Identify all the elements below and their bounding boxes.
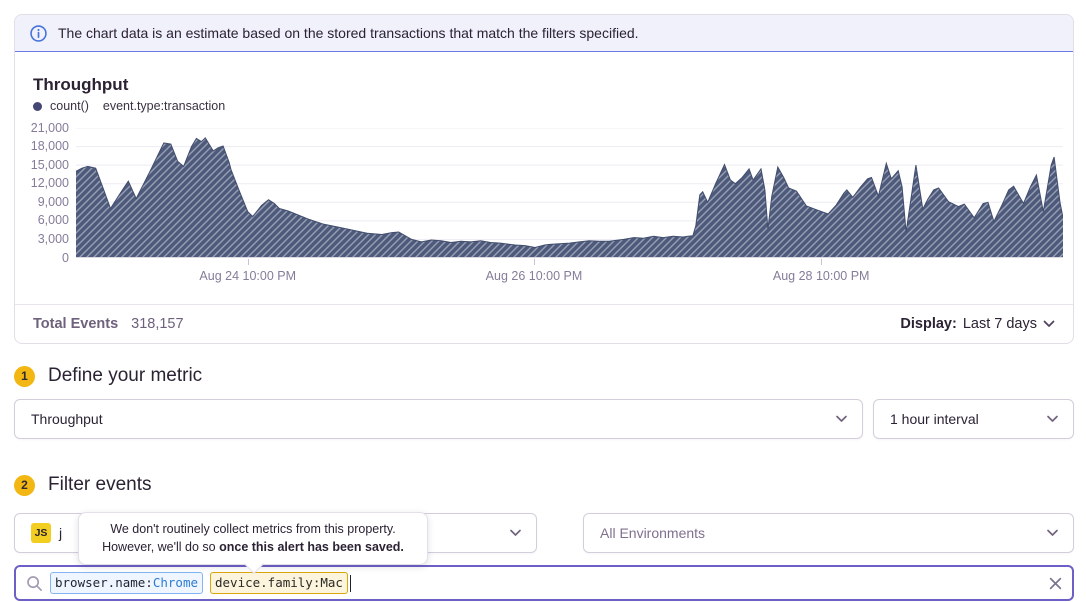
interval-select[interactable]: 1 hour interval	[873, 399, 1074, 439]
step1-title: Define your metric	[48, 365, 203, 386]
y-axis-tick-label: 6,000	[37, 213, 69, 228]
token-value: Mac	[320, 575, 343, 590]
environment-select-value: All Environments	[600, 525, 706, 541]
tooltip-line2-bold: once this alert has been saved.	[219, 540, 404, 555]
total-events: Total Events 318,157	[33, 316, 184, 332]
chevron-down-icon	[509, 529, 522, 537]
project-select-value: j	[59, 525, 63, 541]
y-axis-tick-label: 12,000	[30, 176, 69, 191]
tooltip-line2-prefix: However, we'll do so	[102, 540, 220, 555]
metric-collection-tooltip: We don't routinely collect metrics from …	[78, 512, 428, 566]
display-period-dropdown[interactable]: Display: Last 7 days	[900, 316, 1055, 332]
legend-series-label: count()	[50, 99, 89, 113]
chevron-down-icon	[1046, 415, 1059, 423]
display-label: Display:	[900, 316, 957, 332]
search-icon	[26, 575, 43, 592]
legend-series-dot	[33, 101, 42, 111]
y-axis-tick-label: 21,000	[30, 120, 69, 135]
chevron-down-icon	[1046, 529, 1059, 537]
chart-footer: Total Events 318,157 Display: Last 7 day…	[15, 304, 1073, 343]
legend-query-label: event.type:transaction	[102, 99, 226, 113]
step2-title: Filter events	[48, 474, 152, 495]
text-cursor	[349, 574, 352, 592]
y-axis-tick-label: 9,000	[37, 194, 69, 209]
estimate-info-banner: The chart data is an estimate based on t…	[15, 15, 1073, 52]
y-axis-tick-label: 3,000	[37, 231, 69, 246]
step2-header: 2 Filter events	[14, 474, 1074, 496]
y-axis-tick-label: 0	[62, 250, 69, 265]
info-icon	[30, 24, 47, 42]
y-axis-tick-label: 18,000	[30, 139, 69, 154]
total-events-label: Total Events	[33, 316, 119, 332]
chart-plot-row: 21,000 18,000 15,000 12,000 9,000 6,000 3,000 0…	[15, 121, 1073, 283]
token-value: Chrome	[152, 575, 198, 590]
step1-header: 1 Define your metric	[14, 365, 1074, 387]
display-value: Last 7 days	[962, 316, 1037, 332]
metric-row: Throughput 1 hour interval	[14, 399, 1074, 439]
x-axis-tick-label: Aug 26 10:00 PM	[485, 269, 583, 283]
y-axis-labels: 21,000 18,000 15,000 12,000 9,000 6,000 3,000 0	[15, 121, 76, 265]
x-axis-tick	[821, 259, 823, 265]
step2-number-badge: 2	[14, 474, 35, 496]
chart-legend: count() event.type:transaction	[15, 99, 1073, 113]
x-axis-tick-label: Aug 28 10:00 PM	[772, 269, 870, 283]
environment-select[interactable]: All Environments	[583, 513, 1074, 553]
token-key: browser.name:	[55, 575, 153, 590]
search-input[interactable]: browser.name:Chrome device.family:Mac	[14, 565, 1074, 601]
metric-select-value: Throughput	[31, 411, 103, 427]
x-axis-tick	[247, 259, 249, 265]
throughput-chart-svg	[76, 128, 1063, 258]
chevron-down-icon	[835, 415, 848, 423]
x-axis-tick	[533, 259, 535, 265]
chart-title: Throughput	[33, 75, 129, 94]
step1-number-badge: 1	[14, 365, 35, 387]
metric-select[interactable]: Throughput	[14, 399, 863, 439]
chart-panel: The chart data is an estimate based on t…	[14, 14, 1074, 344]
total-events-value: 318,157	[131, 316, 184, 332]
banner-text: The chart data is an estimate based on t…	[58, 25, 639, 41]
filter-token-browser-name[interactable]: browser.name:Chrome	[50, 572, 203, 594]
x-axis-tick-label: Aug 24 10:00 PM	[199, 269, 297, 283]
javascript-platform-icon: JS	[31, 523, 51, 543]
throughput-chart: Aug 24 10:00 PM Aug 26 10:00 PM Aug 28 10:…	[76, 128, 1063, 283]
tooltip-line1: We don't routinely collect metrics from …	[110, 522, 396, 536]
y-axis-tick-label: 15,000	[30, 157, 69, 172]
chevron-down-icon	[1043, 320, 1055, 328]
clear-search-button[interactable]	[1049, 577, 1062, 590]
filter-token-device-family[interactable]: device.family:Mac	[210, 572, 348, 594]
token-key: device.family:	[215, 575, 321, 590]
interval-select-value: 1 hour interval	[890, 411, 979, 427]
chart-section: Throughput count() event.type:transactio…	[15, 52, 1073, 343]
